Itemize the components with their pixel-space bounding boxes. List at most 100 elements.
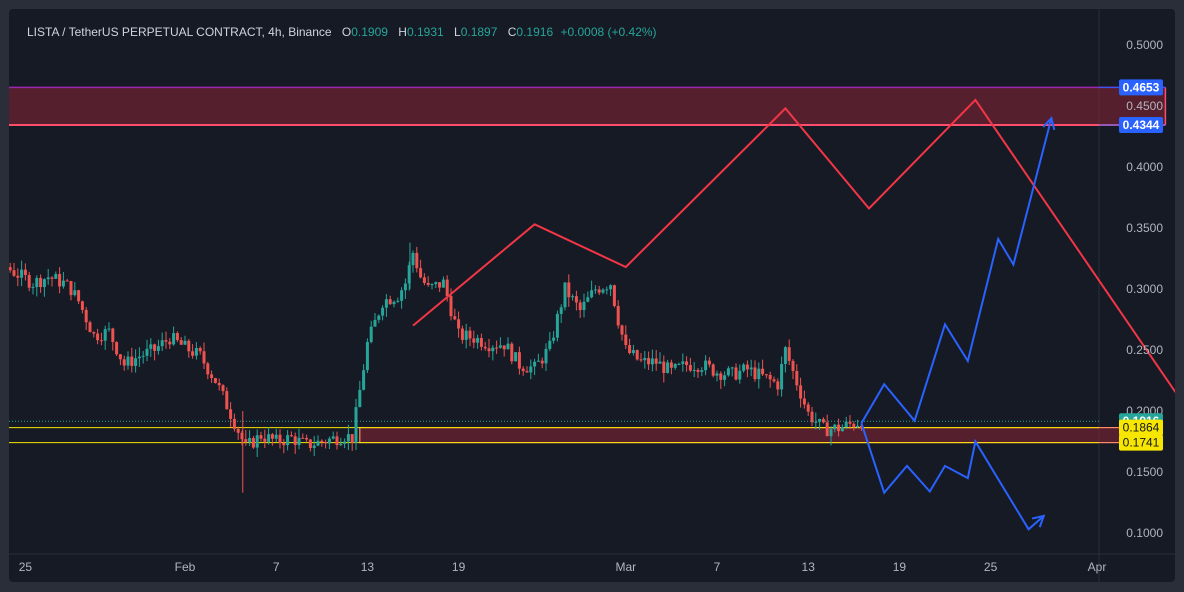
time-axis[interactable]: 25 Feb 7 13 19 Mar 7 13 19 25 Apr (19, 560, 1107, 574)
candle-body (419, 268, 423, 278)
time-tick-label: 13 (802, 560, 816, 574)
candle-body (263, 438, 267, 442)
candle-body (544, 348, 548, 364)
candle-body (369, 326, 373, 342)
candle-body (365, 341, 369, 371)
resistance-zone (9, 87, 1166, 126)
candle-body (833, 424, 837, 430)
candle-body (96, 333, 100, 341)
candle-body (221, 385, 225, 392)
candle-body (586, 297, 590, 302)
candle-body (297, 437, 301, 445)
price-axis[interactable]: 0.50000.45000.40000.35000.30000.25000.20… (1119, 38, 1163, 540)
candle-body (244, 439, 248, 442)
price-tick-label: 0.3500 (1126, 221, 1163, 235)
candle-body (80, 301, 84, 310)
candle-body (320, 440, 324, 443)
symbol-title[interactable]: LISTA / TetherUS PERPETUAL CONTRACT, 4h,… (27, 25, 332, 39)
candle-body (525, 371, 529, 373)
candle-body (217, 382, 221, 386)
candle-body (305, 438, 309, 440)
price-label-bg (1119, 79, 1163, 96)
candle-body (422, 277, 426, 283)
candle-body (810, 411, 814, 423)
candle-body (521, 368, 525, 372)
candle-body (54, 274, 58, 279)
candle-body (677, 363, 681, 365)
candle-body (818, 419, 822, 422)
candle-body (734, 367, 738, 380)
chart-panel[interactable]: 0.5000 0.4500 0.4000 0.3500 0.3000 0.2500 0.20… (9, 9, 1175, 582)
candle-body (39, 277, 43, 288)
candle-body (707, 360, 711, 365)
price-label-yellow[interactable]: 0.1864 (1119, 419, 1163, 436)
candle-body (643, 357, 647, 361)
price-label-bg (1119, 434, 1163, 451)
candle-body (700, 370, 704, 372)
candle-body (65, 280, 69, 282)
price-label-blue[interactable]: 0.4653 (1119, 79, 1163, 96)
symbol-header: LISTA / TetherUS PERPETUAL CONTRACT, 4h,… (27, 25, 657, 39)
candle-body (50, 277, 54, 279)
candle-body (160, 340, 164, 347)
candle-body (802, 398, 806, 405)
price-label-blue[interactable]: 0.4344 (1119, 117, 1163, 134)
candle-body (453, 316, 457, 320)
candle-body (403, 283, 407, 291)
candle-body (761, 368, 765, 375)
candle-body (658, 361, 662, 364)
candle-body (715, 373, 719, 376)
price-tick-label: 0.1000 (1126, 526, 1163, 540)
candle-body (289, 435, 293, 437)
price-chart[interactable]: 0.50000.45000.40000.35000.30000.25000.20… (9, 9, 1175, 582)
candle-body (605, 289, 609, 291)
time-tick-label: 25 (984, 560, 998, 574)
candle-body (183, 340, 187, 345)
candle-body (498, 345, 502, 348)
candle-body (103, 329, 107, 341)
candle-body (236, 428, 240, 433)
candle-body (301, 437, 305, 439)
candle-body (312, 445, 316, 448)
price-tick-label: 0.5000 (1126, 38, 1163, 52)
candle-body (757, 368, 761, 380)
price-tick-label: 0.4500 (1126, 99, 1163, 113)
candle-body (624, 334, 628, 346)
red-projection-path (412, 98, 1175, 394)
candle-body (377, 315, 381, 320)
candle-body (533, 361, 537, 367)
price-tick-label: 0.1500 (1126, 465, 1163, 479)
candle-body (137, 356, 141, 359)
candle-body (396, 300, 400, 302)
candle-body (130, 356, 134, 366)
candle-body (346, 434, 350, 442)
candle-body (859, 425, 863, 429)
candle-body (27, 275, 31, 288)
candle-body (77, 290, 81, 302)
candle-body (267, 434, 271, 442)
candle-body (202, 351, 206, 364)
candle-body (483, 346, 487, 349)
candle-body (411, 252, 415, 266)
candle-body (179, 340, 183, 345)
candle-body (92, 332, 96, 334)
candle-body (31, 287, 35, 289)
candle-body (156, 346, 160, 351)
candle-body (293, 436, 297, 445)
close-label: C (507, 25, 517, 39)
candle-body (780, 364, 784, 390)
candle-body (730, 367, 734, 369)
candle-body (745, 364, 749, 370)
candle-body (441, 279, 445, 288)
candle-body (612, 285, 616, 306)
candle-body (384, 299, 388, 308)
candle-body (806, 404, 810, 412)
candle-body (278, 434, 282, 443)
candle-body (168, 341, 172, 345)
candle-body (491, 347, 495, 352)
candle-body (517, 352, 521, 369)
price-label-yellow[interactable]: 0.1741 (1119, 434, 1163, 451)
time-tick-label: Feb (175, 560, 196, 574)
candle-body (172, 333, 176, 345)
candle-body (240, 432, 244, 440)
